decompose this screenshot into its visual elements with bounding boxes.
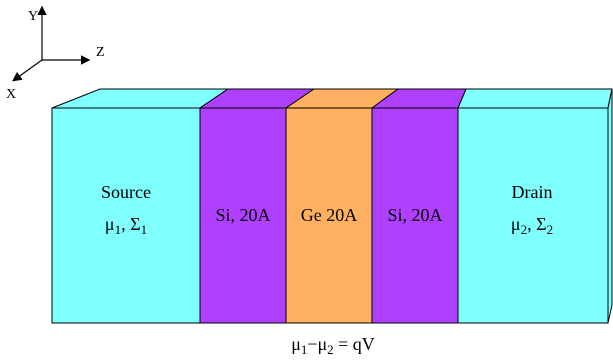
source-region: Source μ1, Σ1 (51, 88, 230, 324)
z-axis-label: Z (96, 45, 105, 60)
si-right-front-face (371, 107, 459, 324)
source-front-face (51, 107, 201, 324)
si-left-region: Si, 20A (198, 88, 316, 324)
source-label: Source (101, 182, 151, 202)
x-axis-label: X (6, 87, 16, 102)
drain-label: Drain (512, 182, 553, 202)
source-top-face (51, 88, 230, 109)
x-axis-arrow (12, 59, 43, 82)
source-params: μ1, Σ1 (105, 214, 147, 237)
si-right-label: Si, 20A (387, 205, 442, 225)
drain-front-face (457, 107, 609, 324)
si-left-front-face (199, 107, 287, 324)
ge-front-face (285, 107, 373, 324)
ge-label: Ge 20A (301, 205, 358, 225)
y-axis-label: Y (28, 9, 38, 24)
si-right-region: Si, 20A (370, 88, 467, 324)
drain-top-face (457, 88, 613, 109)
si-left-label: Si, 20A (215, 205, 270, 225)
bias-equation: μ1−μ2 = qV (291, 334, 375, 357)
drain-side-face (607, 88, 613, 324)
drain-params: μ2, Σ2 (511, 214, 553, 237)
drain-region: Drain μ2, Σ2 (457, 88, 613, 324)
coordinate-axes: Y Z X (6, 5, 105, 102)
ge-region: Ge 20A (284, 88, 400, 324)
